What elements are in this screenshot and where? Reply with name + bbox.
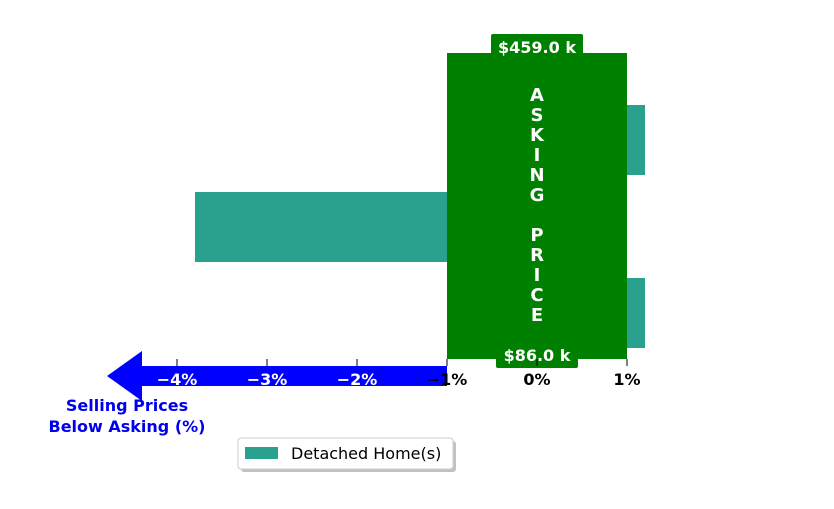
asking-price-letter: P [530,225,543,246]
below-asking-label-line-1: Selling Prices [66,396,188,415]
asking-price-letter: N [529,165,544,186]
x-tick-label: −1% [427,370,468,389]
asking-price-letter: I [534,145,541,166]
asking-price-letter: I [534,265,541,286]
below-asking-label-line-2: Below Asking (%) [49,417,206,436]
asking-price-letter: G [530,185,545,206]
asking-price-band [447,53,627,359]
x-tick-label: 0% [523,370,550,389]
bottom-price-label: $86.0 k [504,346,571,365]
below-asking-arrow [107,351,447,401]
x-tick-label: −3% [247,370,288,389]
bottom-price-label-box [496,342,578,368]
asking-price-letter: R [530,245,544,266]
x-tick-label: 1% [613,370,640,389]
x-tick-label: −4% [157,370,198,389]
top-price-label-box [491,34,583,60]
legend: Detached Home(s) [237,437,456,472]
below-asking-arrow-group [107,351,447,401]
legend-label: Detached Home(s) [291,444,441,463]
legend-box [237,437,454,470]
x-tick-label: −2% [337,370,378,389]
asking-price-letter: S [531,105,544,126]
top-price-label: $459.0 k [498,38,576,57]
asking-price-letter: A [530,85,544,106]
asking-price-letter: E [531,305,543,326]
below-asking-label: Selling Prices Below Asking (%) [49,396,206,436]
asking-price-letter: C [530,285,543,306]
x-axis: −4% −3% −2% −1% 0% 1% [157,359,641,389]
legend-swatch [245,447,278,459]
asking-price-letter: K [530,125,545,146]
